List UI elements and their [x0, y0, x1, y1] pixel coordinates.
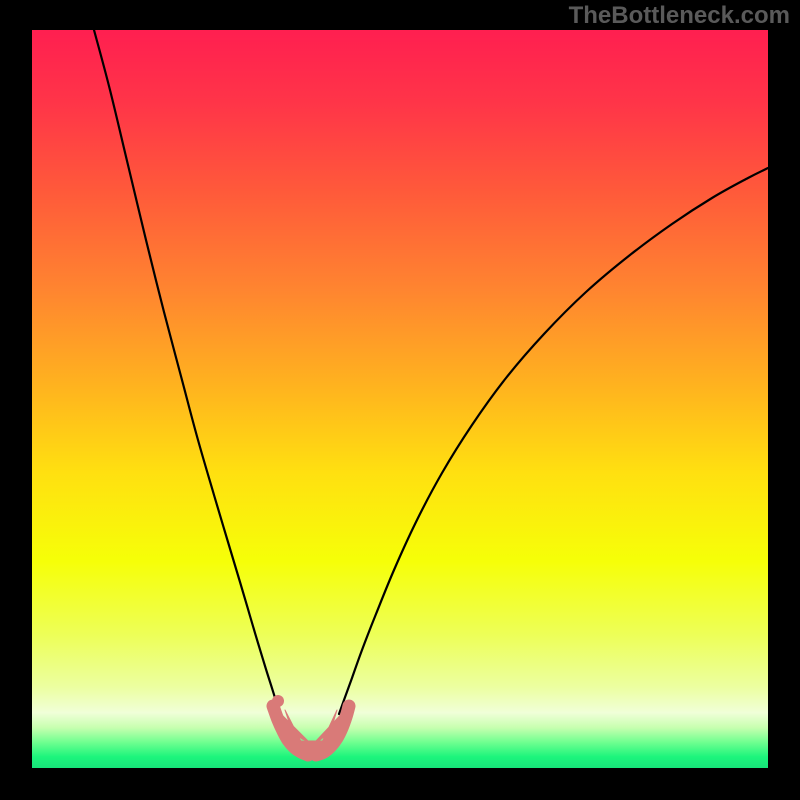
watermark-text: TheBottleneck.com [569, 2, 790, 30]
curve-left-branch [94, 30, 280, 714]
curve-right-branch [339, 168, 768, 714]
chart-svg [32, 30, 768, 768]
plot-area [32, 30, 768, 768]
